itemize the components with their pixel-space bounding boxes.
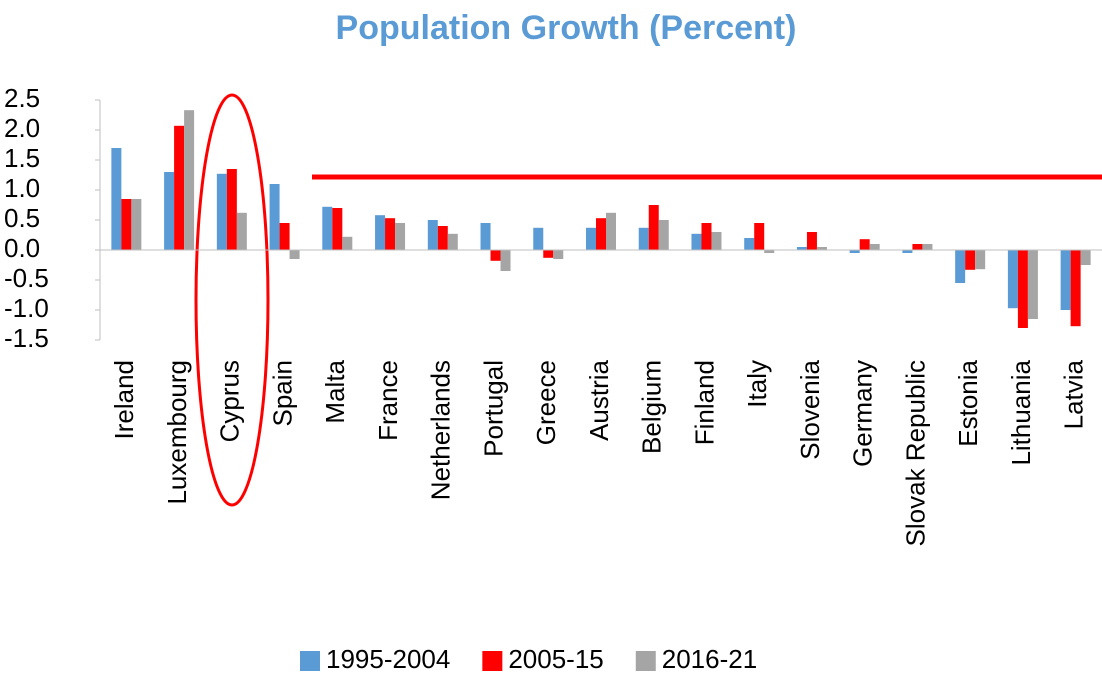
x-tick-label: Malta [320, 359, 350, 423]
bar [226, 169, 237, 250]
bar [606, 212, 616, 250]
bar [744, 238, 755, 250]
bar [385, 218, 396, 250]
x-tick-label: Slovak Republic [900, 360, 930, 546]
bar [1027, 250, 1038, 319]
bar [1017, 250, 1028, 328]
bar [543, 250, 554, 258]
legend-swatch [300, 651, 320, 671]
bar [121, 199, 132, 250]
bar [184, 110, 195, 250]
highlight-ellipse [194, 93, 270, 507]
bar [912, 244, 923, 250]
legend-label: 2016-21 [662, 644, 757, 674]
bar [174, 125, 185, 250]
x-tick-label: Finland [689, 360, 719, 445]
y-tick-label: 2.5 [4, 83, 40, 113]
y-tick-label: 1.0 [4, 173, 40, 203]
legend-swatch [482, 651, 503, 671]
bar [236, 212, 247, 250]
bar [1060, 250, 1071, 310]
bar [869, 244, 880, 250]
bar [437, 226, 448, 250]
x-tick-label: Ireland [109, 360, 139, 440]
x-tick-label: Austria [584, 359, 614, 440]
bar [849, 250, 860, 253]
x-tick-label: Slovenia [795, 359, 825, 459]
bar [480, 223, 491, 250]
bar [427, 220, 438, 250]
bar [965, 250, 976, 270]
bar [586, 227, 596, 250]
x-tick-label: Portugal [478, 360, 508, 457]
bar [796, 247, 807, 250]
bar [447, 233, 458, 250]
bar [342, 236, 353, 250]
bar [131, 199, 142, 250]
bar [1080, 250, 1091, 265]
x-tick-label: Lithuania [1006, 359, 1036, 465]
x-tick-label: Luxembourg [162, 360, 192, 505]
y-tick-label: 2.0 [4, 113, 40, 143]
y-tick-label: -1.5 [4, 323, 49, 353]
x-tick-label: Greece [531, 360, 561, 445]
bar [975, 250, 986, 270]
x-tick-label: Latvia [1059, 359, 1089, 429]
x-tick-label: Cyprus [215, 360, 245, 442]
bar [955, 250, 966, 283]
bar [638, 227, 649, 250]
bar [269, 184, 280, 250]
bar [764, 250, 775, 253]
y-tick-label: 0.0 [4, 233, 40, 263]
bar [701, 223, 712, 250]
x-tick-label: Italy [742, 360, 772, 408]
bar [711, 232, 722, 250]
x-tick-label: Estonia [953, 359, 983, 446]
bar [806, 232, 817, 250]
bar [279, 223, 290, 250]
x-tick-label: Belgium [637, 360, 667, 454]
bar [375, 215, 386, 250]
bar [490, 250, 501, 261]
y-tick-label: -1.0 [4, 293, 49, 323]
bar [216, 173, 227, 250]
y-tick-label: 1.5 [4, 143, 40, 173]
bar [395, 223, 406, 250]
bar [596, 218, 606, 250]
x-tick-label: France [373, 360, 403, 441]
bar [1070, 250, 1081, 327]
bar [332, 208, 343, 250]
bar [922, 244, 933, 250]
bar [1007, 250, 1018, 309]
bar [164, 172, 175, 250]
bar [816, 247, 827, 250]
legend-label: 2005-15 [508, 644, 603, 674]
x-tick-label: Spain [267, 360, 297, 427]
bar [553, 250, 564, 259]
bar [289, 250, 300, 259]
bar [648, 205, 659, 250]
bar [322, 206, 333, 250]
legend-swatch [635, 651, 656, 671]
bar [658, 220, 669, 250]
bar [111, 148, 122, 250]
legend-label: 1995-2004 [326, 644, 450, 674]
y-tick-label: 0.5 [4, 203, 40, 233]
y-tick-label: -0.5 [4, 263, 49, 293]
x-tick-label: Netherlands [426, 360, 456, 500]
bar [533, 227, 544, 250]
x-tick-label: Germany [848, 360, 878, 467]
chart-title: Population Growth (Percent) [336, 9, 797, 47]
bar [859, 239, 870, 250]
bar [691, 233, 702, 250]
bar [754, 223, 765, 250]
bar [902, 250, 913, 253]
bar [500, 250, 511, 271]
